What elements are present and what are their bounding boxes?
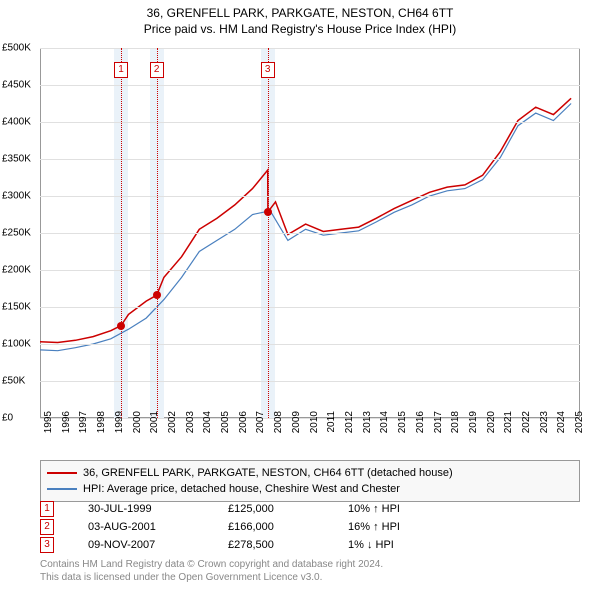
x-tick-label: 2021 bbox=[503, 411, 514, 441]
x-tick-label: 2001 bbox=[149, 411, 160, 441]
transaction-price: £166,000 bbox=[228, 521, 348, 533]
x-tick-label: 2002 bbox=[167, 411, 178, 441]
series-hpi bbox=[40, 104, 571, 351]
chart-container: 36, GRENFELL PARK, PARKGATE, NESTON, CH6… bbox=[0, 0, 600, 590]
transaction-marker: 1 bbox=[40, 501, 54, 517]
legend-swatch-hpi bbox=[47, 488, 77, 490]
x-tick-label: 1995 bbox=[43, 411, 54, 441]
transaction-dot bbox=[264, 208, 272, 216]
x-tick-label: 2020 bbox=[486, 411, 497, 441]
x-tick-label: 2008 bbox=[273, 411, 284, 441]
x-tick-label: 2023 bbox=[539, 411, 550, 441]
y-tick-label: £300K bbox=[2, 191, 31, 202]
y-tick-label: £500K bbox=[2, 43, 31, 54]
legend-label-property: 36, GRENFELL PARK, PARKGATE, NESTON, CH6… bbox=[83, 467, 453, 479]
transaction-dot bbox=[117, 322, 125, 330]
series-property bbox=[40, 98, 571, 342]
x-tick-label: 2019 bbox=[468, 411, 479, 441]
transaction-price: £278,500 bbox=[228, 539, 348, 551]
transaction-hpi: 1% ↓ HPI bbox=[348, 539, 468, 551]
y-tick-label: £0 bbox=[2, 413, 13, 424]
y-tick-label: £100K bbox=[2, 339, 31, 350]
x-tick-label: 2018 bbox=[450, 411, 461, 441]
transactions-table: 1 30-JUL-1999 £125,000 10% ↑ HPI 2 03-AU… bbox=[40, 500, 580, 554]
event-marker-box: 1 bbox=[114, 62, 128, 78]
y-tick-label: £200K bbox=[2, 265, 31, 276]
legend-row-hpi: HPI: Average price, detached house, Ches… bbox=[47, 481, 573, 497]
footer-line1: Contains HM Land Registry data © Crown c… bbox=[40, 558, 580, 571]
chart-subtitle: Price paid vs. HM Land Registry's House … bbox=[0, 20, 600, 36]
transaction-hpi: 10% ↑ HPI bbox=[348, 503, 468, 515]
transaction-date: 09-NOV-2007 bbox=[88, 539, 228, 551]
legend: 36, GRENFELL PARK, PARKGATE, NESTON, CH6… bbox=[40, 460, 580, 502]
legend-swatch-property bbox=[47, 472, 77, 474]
x-tick-label: 2014 bbox=[379, 411, 390, 441]
y-tick-label: £400K bbox=[2, 117, 31, 128]
x-tick-label: 2009 bbox=[291, 411, 302, 441]
transaction-marker: 3 bbox=[40, 537, 54, 553]
transaction-row: 3 09-NOV-2007 £278,500 1% ↓ HPI bbox=[40, 536, 580, 554]
event-marker-box: 2 bbox=[150, 62, 164, 78]
event-marker-box: 3 bbox=[261, 62, 275, 78]
x-tick-label: 2025 bbox=[574, 411, 585, 441]
footer-line2: This data is licensed under the Open Gov… bbox=[40, 571, 580, 584]
y-tick-label: £150K bbox=[2, 302, 31, 313]
x-tick-label: 2011 bbox=[326, 411, 337, 441]
x-tick-label: 2024 bbox=[556, 411, 567, 441]
x-tick-label: 1997 bbox=[78, 411, 89, 441]
transaction-hpi: 16% ↑ HPI bbox=[348, 521, 468, 533]
x-tick-label: 2000 bbox=[132, 411, 143, 441]
event-dashline bbox=[268, 48, 269, 418]
y-tick-label: £50K bbox=[2, 376, 25, 387]
legend-row-property: 36, GRENFELL PARK, PARKGATE, NESTON, CH6… bbox=[47, 465, 573, 481]
x-tick-label: 2005 bbox=[220, 411, 231, 441]
transaction-row: 2 03-AUG-2001 £166,000 16% ↑ HPI bbox=[40, 518, 580, 536]
x-tick-label: 2017 bbox=[433, 411, 444, 441]
transaction-date: 03-AUG-2001 bbox=[88, 521, 228, 533]
chart-area: £0£50K£100K£150K£200K£250K£300K£350K£400… bbox=[40, 48, 580, 418]
x-tick-label: 2012 bbox=[344, 411, 355, 441]
y-tick-label: £450K bbox=[2, 80, 31, 91]
y-tick-label: £250K bbox=[2, 228, 31, 239]
x-tick-label: 1999 bbox=[114, 411, 125, 441]
x-tick-label: 2010 bbox=[309, 411, 320, 441]
chart-title: 36, GRENFELL PARK, PARKGATE, NESTON, CH6… bbox=[0, 0, 600, 20]
x-tick-label: 2004 bbox=[202, 411, 213, 441]
transaction-marker: 2 bbox=[40, 519, 54, 535]
transaction-dot bbox=[153, 291, 161, 299]
transaction-date: 30-JUL-1999 bbox=[88, 503, 228, 515]
transaction-row: 1 30-JUL-1999 £125,000 10% ↑ HPI bbox=[40, 500, 580, 518]
event-dashline bbox=[121, 48, 122, 418]
x-tick-label: 1998 bbox=[96, 411, 107, 441]
legend-label-hpi: HPI: Average price, detached house, Ches… bbox=[83, 483, 400, 495]
x-tick-label: 2003 bbox=[185, 411, 196, 441]
x-tick-label: 2007 bbox=[255, 411, 266, 441]
x-tick-label: 2013 bbox=[362, 411, 373, 441]
y-tick-label: £350K bbox=[2, 154, 31, 165]
transaction-price: £125,000 bbox=[228, 503, 348, 515]
event-dashline bbox=[157, 48, 158, 418]
x-tick-label: 2016 bbox=[415, 411, 426, 441]
x-tick-label: 2022 bbox=[521, 411, 532, 441]
footer: Contains HM Land Registry data © Crown c… bbox=[40, 558, 580, 584]
x-tick-label: 1996 bbox=[61, 411, 72, 441]
x-tick-label: 2015 bbox=[397, 411, 408, 441]
x-tick-label: 2006 bbox=[238, 411, 249, 441]
